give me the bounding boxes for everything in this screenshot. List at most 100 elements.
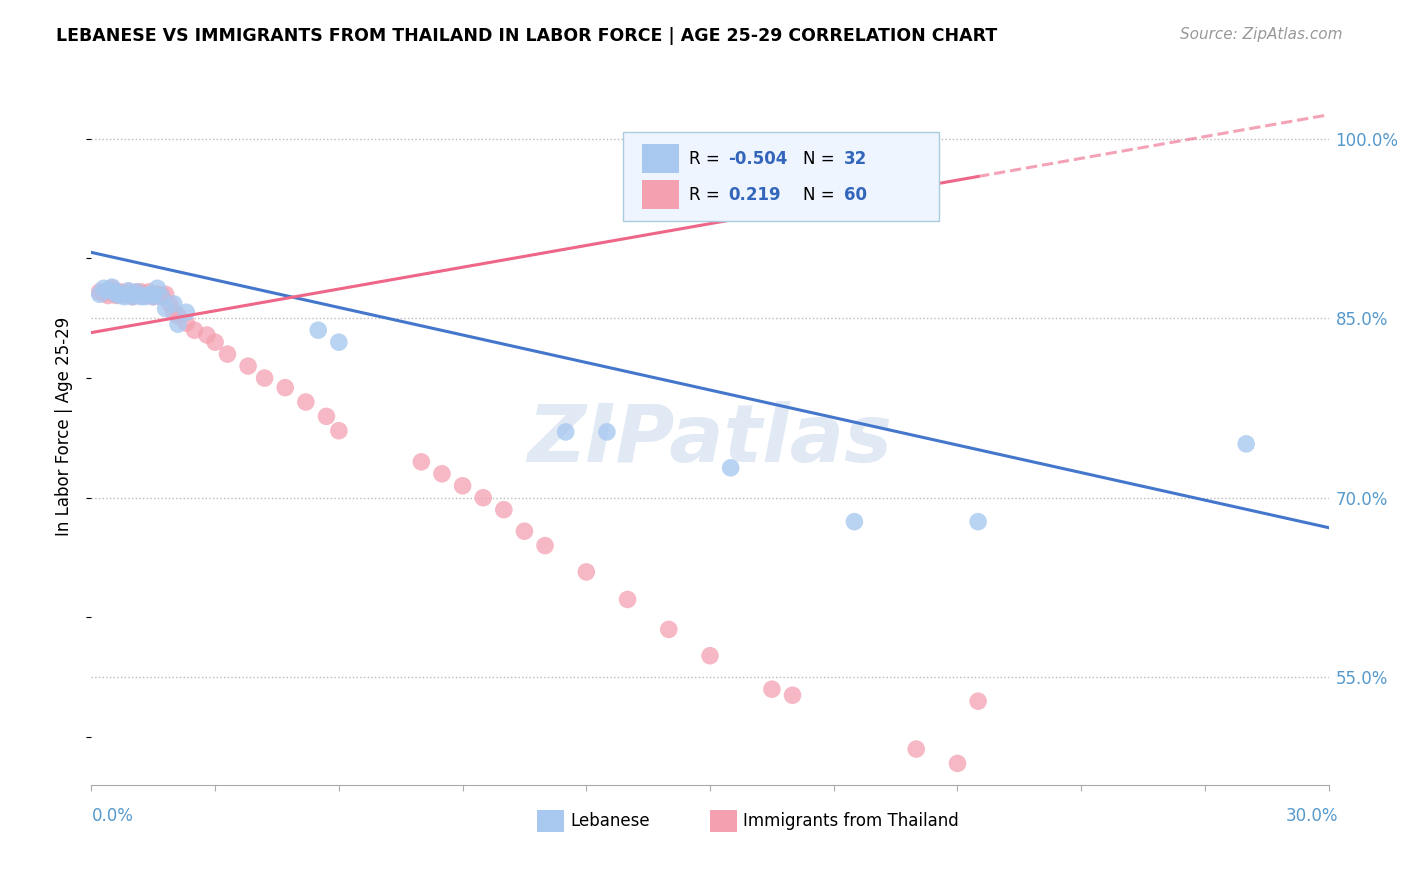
Point [112,290,135,304]
Point [150,290,173,304]
Point [134,290,156,304]
Point [117,284,139,298]
Text: R =: R = [689,150,725,168]
Point [138,287,160,301]
Point [174,316,197,330]
Point [142,287,165,301]
Point [492,502,515,516]
Text: Lebanese: Lebanese [571,812,650,830]
Text: N =: N = [803,186,839,203]
Point [195,328,218,343]
Point [967,694,990,708]
Point [134,287,156,301]
Point [129,290,152,304]
Point [307,323,329,337]
Point [129,285,152,299]
Point [112,287,135,301]
Point [946,756,969,771]
Point [89,285,111,299]
Point [159,297,181,311]
Y-axis label: In Labor Force | Age 25-29: In Labor Force | Age 25-29 [55,317,73,535]
Point [105,287,128,301]
Point [125,285,148,299]
FancyBboxPatch shape [623,131,939,221]
Point [117,285,139,299]
Point [121,290,143,304]
Point [967,515,990,529]
Point [93,281,115,295]
Point [554,425,576,439]
Point [138,288,160,302]
Point [129,287,152,301]
Point [204,335,226,350]
Point [430,467,453,481]
Point [699,648,721,663]
Point [155,301,177,316]
Point [110,285,132,299]
Text: R =: R = [689,186,725,203]
Point [616,592,638,607]
Point [134,288,156,302]
Point [101,280,124,294]
Text: 60: 60 [844,186,866,203]
Point [117,288,139,302]
Point [328,335,350,350]
Point [121,287,143,301]
Point [112,286,135,301]
Text: 0.0%: 0.0% [91,807,134,825]
Point [163,297,186,311]
Text: 0.219: 0.219 [728,186,782,203]
Point [97,288,120,302]
Point [174,305,197,319]
Point [844,515,866,529]
Point [101,281,124,295]
Text: 30.0%: 30.0% [1286,807,1339,825]
Point [138,285,160,299]
Point [146,281,169,295]
Point [155,287,177,301]
Point [142,290,165,304]
Point [761,682,783,697]
Point [274,381,297,395]
Point [472,491,495,505]
Point [167,309,190,323]
Text: -0.504: -0.504 [728,150,787,168]
Point [163,305,186,319]
Point [658,623,681,637]
Text: ZIPatlas: ZIPatlas [527,401,893,479]
Text: 32: 32 [844,150,868,168]
Point [905,742,928,756]
Point [167,317,190,331]
Point [236,359,259,373]
Point [328,424,350,438]
Point [121,290,143,304]
Point [105,285,128,299]
Point [97,284,120,298]
Point [513,524,536,539]
Text: Source: ZipAtlas.com: Source: ZipAtlas.com [1180,27,1343,42]
Text: Immigrants from Thailand: Immigrants from Thailand [744,812,959,830]
Point [105,288,128,302]
Point [101,285,124,299]
Point [720,460,742,475]
Bar [643,145,679,173]
Bar [643,180,679,209]
Point [217,347,239,361]
Point [93,286,115,301]
Point [150,290,173,304]
Point [534,539,557,553]
Point [142,288,165,302]
Point [575,565,598,579]
Point [315,409,337,424]
Point [89,287,111,301]
Point [105,287,128,301]
Text: LEBANESE VS IMMIGRANTS FROM THAILAND IN LABOR FORCE | AGE 25-29 CORRELATION CHAR: LEBANESE VS IMMIGRANTS FROM THAILAND IN … [56,27,997,45]
Point [451,479,474,493]
Point [1234,437,1257,451]
Point [295,395,318,409]
Bar [710,810,737,831]
Point [121,288,143,302]
Point [782,688,804,702]
Bar [537,810,564,831]
Point [146,288,169,302]
